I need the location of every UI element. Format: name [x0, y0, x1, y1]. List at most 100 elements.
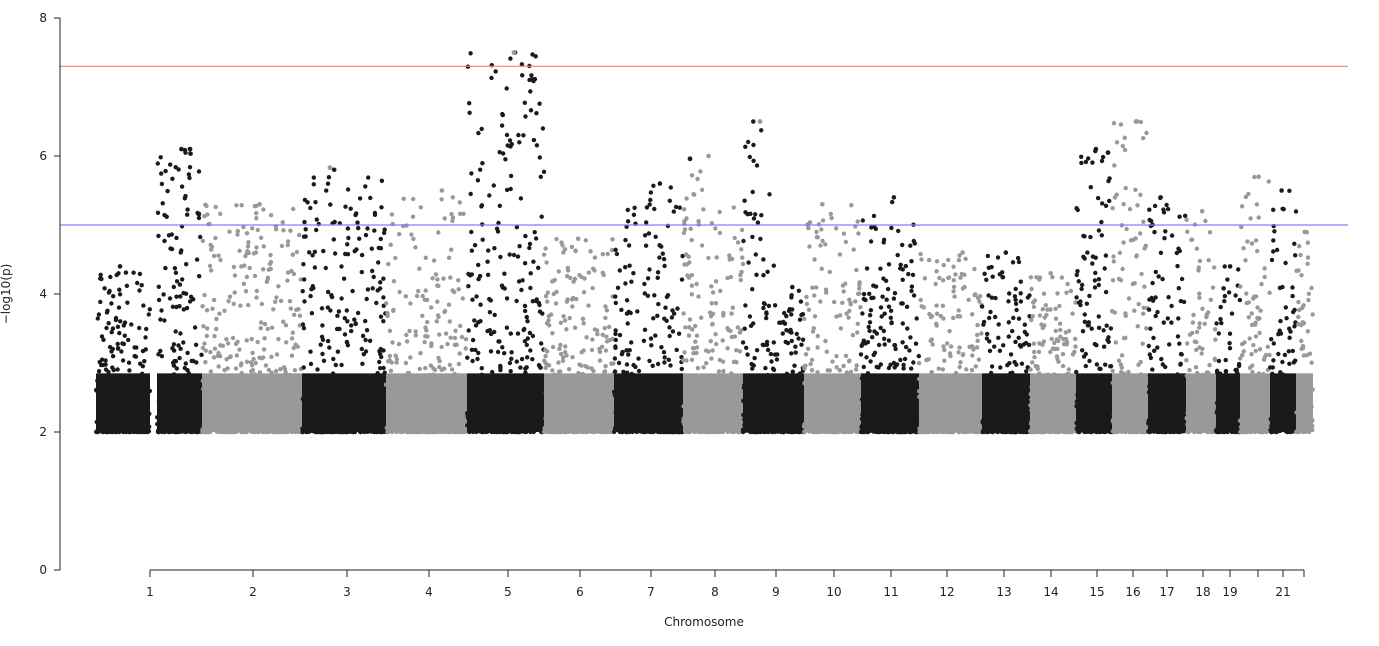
snp-point	[611, 361, 616, 366]
snp-point	[667, 325, 672, 330]
snp-point	[455, 414, 461, 419]
snp-point	[102, 422, 107, 428]
snp-point	[421, 401, 427, 406]
snp-point	[883, 405, 888, 410]
snp-point	[793, 350, 798, 355]
snp-point	[123, 396, 128, 401]
snp-point	[201, 422, 207, 427]
snp-point	[364, 429, 370, 434]
snp-point	[701, 381, 706, 387]
chromosome-points-2	[155, 146, 205, 435]
snp-point	[636, 356, 641, 361]
snp-point	[900, 321, 905, 326]
snp-point	[619, 417, 625, 422]
snp-point	[645, 276, 651, 281]
snp-point	[893, 363, 899, 368]
snp-point	[95, 378, 100, 383]
snp-point	[984, 277, 989, 282]
snp-point	[653, 234, 658, 239]
snp-point	[239, 370, 244, 376]
snp-point	[237, 248, 242, 253]
snp-point	[550, 344, 556, 350]
snp-point	[356, 225, 361, 231]
snp-point	[200, 386, 206, 392]
snp-point	[328, 308, 333, 313]
snp-point	[694, 333, 700, 338]
snp-point	[564, 353, 569, 358]
snp-point	[378, 346, 383, 352]
snp-point	[642, 233, 648, 238]
snp-point	[397, 289, 402, 295]
snp-point	[234, 353, 240, 358]
snp-point	[159, 171, 164, 176]
snp-point	[585, 365, 590, 370]
snp-point	[312, 391, 317, 396]
snp-point	[641, 338, 647, 343]
snp-point	[709, 356, 714, 361]
snp-point	[252, 273, 258, 279]
snp-point	[192, 325, 198, 330]
snp-point	[627, 348, 632, 353]
snp-point	[616, 384, 622, 389]
snp-point	[752, 355, 757, 361]
snp-point	[653, 408, 658, 413]
snp-point	[183, 291, 189, 296]
snp-point	[789, 338, 794, 344]
snp-point	[412, 405, 417, 410]
snp-point	[504, 325, 510, 330]
snp-point	[759, 213, 764, 218]
snp-point	[1107, 402, 1112, 407]
snp-point	[377, 425, 383, 430]
snp-point	[523, 114, 528, 119]
snp-point	[843, 353, 849, 359]
snp-point	[173, 329, 178, 334]
snp-point	[543, 390, 548, 395]
snp-point	[155, 161, 160, 166]
snp-point	[427, 414, 432, 420]
snp-point	[895, 252, 900, 258]
snp-point	[908, 416, 913, 421]
snp-point	[187, 411, 192, 416]
snp-point	[434, 319, 439, 324]
snp-point	[457, 200, 462, 205]
snp-point	[425, 392, 430, 398]
snp-point	[357, 236, 362, 241]
snp-point	[476, 262, 481, 268]
chromosome-points-11	[771, 284, 807, 435]
snp-point	[673, 204, 679, 210]
snp-point	[732, 429, 737, 434]
snp-point	[1036, 423, 1042, 428]
snp-point	[498, 254, 503, 260]
snp-point	[452, 335, 458, 341]
snp-point	[918, 380, 924, 386]
snp-point	[458, 323, 463, 329]
snp-point	[994, 416, 999, 421]
snp-point	[536, 363, 542, 368]
snp-point	[567, 315, 572, 321]
snp-point	[738, 328, 744, 333]
snp-point	[389, 416, 394, 422]
snp-point	[696, 428, 702, 433]
snp-point	[1048, 402, 1053, 407]
snp-point	[506, 407, 511, 412]
snp-point	[120, 358, 126, 363]
snp-point	[900, 277, 905, 282]
snp-point	[711, 373, 716, 379]
snp-point	[533, 54, 538, 59]
snp-point	[379, 178, 385, 183]
snp-point	[987, 348, 993, 354]
snp-point	[1053, 306, 1058, 311]
snp-point	[1040, 429, 1046, 434]
snp-point	[1029, 286, 1034, 292]
snp-point	[650, 414, 655, 419]
snp-point	[241, 281, 247, 286]
snp-point	[1035, 364, 1040, 369]
snp-point	[232, 290, 237, 295]
snp-point	[985, 253, 991, 259]
snp-point	[423, 325, 428, 330]
snp-point	[761, 427, 766, 433]
chromosome-peak-point	[820, 202, 825, 207]
snp-point	[124, 403, 130, 408]
snp-point	[820, 238, 825, 243]
snp-point	[319, 421, 324, 427]
